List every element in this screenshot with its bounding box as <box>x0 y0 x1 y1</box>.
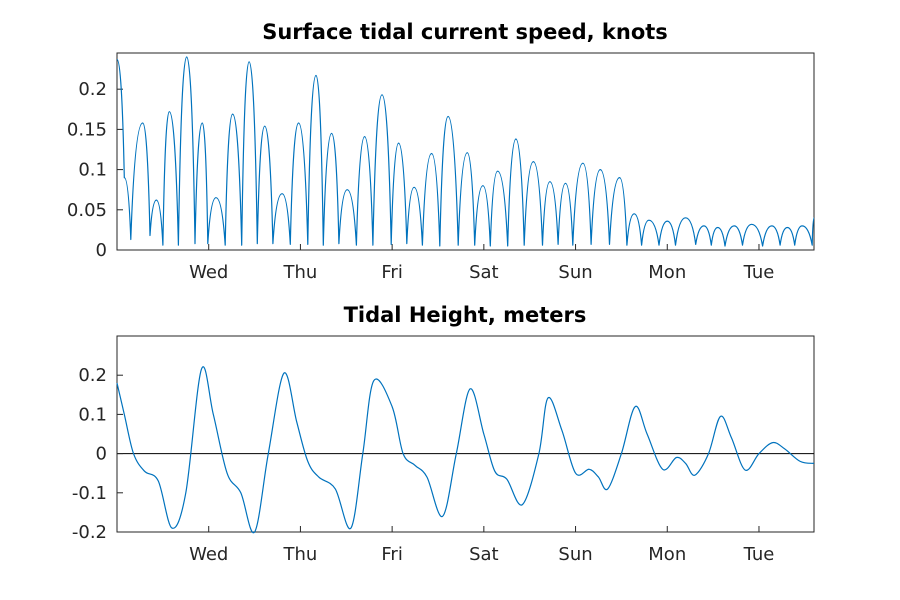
current-speed-y-axis: 0 0.05 0.1 0.15 0.2 <box>67 79 123 261</box>
tidal-height-x-axis: Wed Thu Fri Sat Sun Mon Tue <box>189 526 774 565</box>
current-speed-x-tick-label: Thu <box>283 262 318 283</box>
tidal-height-y-tick-label: 0.1 <box>78 404 107 425</box>
current-speed-x-tick-label: Mon <box>648 262 686 283</box>
tidal-height-x-tick-label: Mon <box>648 544 686 565</box>
tidal-height-x-tick-label: Wed <box>189 544 228 565</box>
tidal-height-y-axis: -0.2 -0.1 0 0.1 0.2 <box>72 365 123 543</box>
tidal-height-x-tick-label: Tue <box>743 544 775 565</box>
tidal-height-y-tick-label: -0.2 <box>72 522 107 543</box>
tidal-height-series-line <box>116 366 815 534</box>
current-speed-y-tick-label: 0.05 <box>67 200 107 221</box>
current-speed-x-tick-label: Sun <box>558 262 592 283</box>
tidal-height-y-tick-label: -0.1 <box>72 483 107 504</box>
current-speed-y-tick-label: 0.1 <box>78 160 107 181</box>
tidal-height-x-tick-label: Fri <box>381 544 402 565</box>
current-speed-plot-area <box>116 52 815 251</box>
current-speed-x-axis: Wed Thu Fri Sat Sun Mon Tue <box>189 244 774 283</box>
current-speed-panel: Surface tidal current speed, knots 0 0.05… <box>67 20 815 283</box>
current-speed-title: Surface tidal current speed, knots <box>262 20 668 44</box>
tidal-height-y-tick-label: 0 <box>96 444 107 465</box>
current-speed-x-tick-label: Wed <box>189 262 228 283</box>
current-speed-y-tick-label: 0.2 <box>78 79 107 100</box>
current-speed-y-tick-label: 0.15 <box>67 119 107 140</box>
current-speed-x-tick-label: Sat <box>469 262 499 283</box>
current-speed-x-tick-label: Tue <box>743 262 775 283</box>
tidal-height-x-tick-label: Sun <box>558 544 592 565</box>
current-speed-y-tick-label: 0 <box>96 240 107 261</box>
current-speed-x-tick-label: Fri <box>381 262 402 283</box>
tidal-height-panel: Tidal Height, meters -0.2 -0.1 0 0.1 0.2 Wed… <box>72 303 815 565</box>
current-speed-series-line <box>116 56 815 247</box>
tidal-height-title: Tidal Height, meters <box>344 303 587 327</box>
tidal-height-x-tick-label: Sat <box>469 544 499 565</box>
tidal-height-x-tick-label: Thu <box>283 544 318 565</box>
tidal-height-plot-area <box>116 335 815 533</box>
tidal-height-y-tick-label: 0.2 <box>78 365 107 386</box>
